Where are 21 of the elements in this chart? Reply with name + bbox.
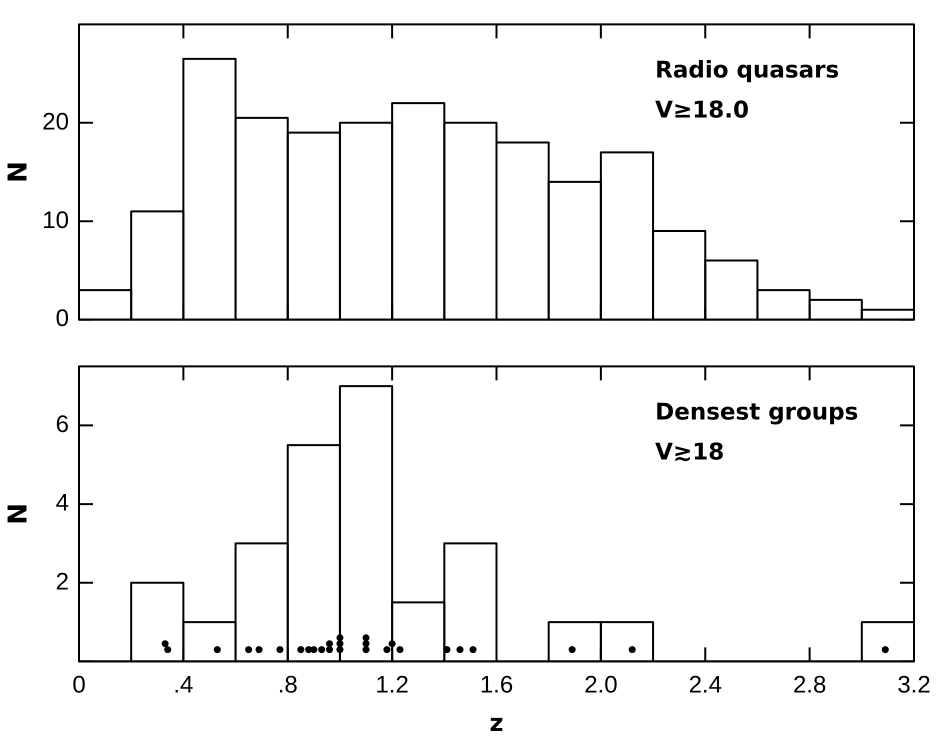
y-axis-title: N bbox=[3, 503, 34, 525]
x-tick-label: .4 bbox=[173, 671, 194, 698]
x-tick-label: 1.2 bbox=[375, 671, 409, 698]
y-tick-label: 10 bbox=[42, 206, 69, 234]
y-tick-label: 6 bbox=[56, 411, 69, 438]
x-tick-label: .8 bbox=[278, 671, 298, 698]
y-tick-label: 2 bbox=[56, 568, 69, 596]
annotation: Radio quasars bbox=[655, 58, 840, 84]
annotation: V≳18 bbox=[655, 440, 724, 466]
annotation: V≥18.0 bbox=[655, 98, 749, 124]
x-tick-label: 3.2 bbox=[897, 671, 931, 698]
x-tick-label: 2.8 bbox=[792, 671, 826, 698]
x-tick-label: 2.0 bbox=[584, 671, 618, 698]
x-axis-title: z bbox=[490, 708, 504, 737]
y-tick-label: 20 bbox=[42, 108, 69, 136]
x-tick-label: 2.4 bbox=[688, 671, 722, 698]
y-axis-title: N bbox=[3, 161, 34, 183]
y-tick-label: 0 bbox=[56, 305, 69, 332]
x-tick-label: 1.6 bbox=[480, 671, 514, 698]
y-tick-label: 4 bbox=[56, 490, 69, 517]
annotation: Densest groups bbox=[655, 400, 858, 426]
